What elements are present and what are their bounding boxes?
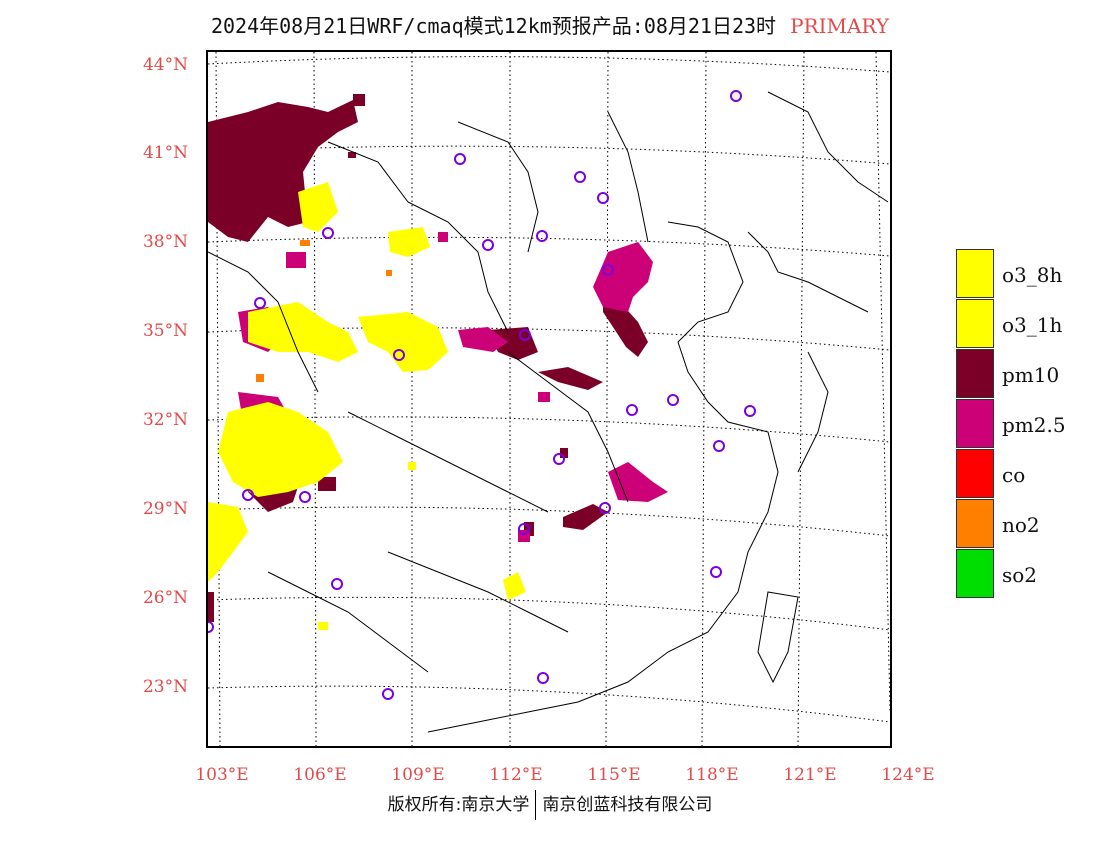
legend-swatch	[956, 249, 994, 298]
legend-label: o3_8h	[1002, 263, 1063, 287]
legend-swatch	[956, 299, 994, 348]
map-title: 2024年08月21日WRF/cmaq模式12km预报产品:08月21日23时 P…	[0, 10, 1100, 39]
pm25-areas	[238, 232, 668, 542]
map-frame	[206, 50, 892, 748]
legend-item-pm10: pm10	[956, 349, 1096, 399]
lon-label-118: 118°E	[685, 765, 739, 785]
lon-label-112: 112°E	[489, 765, 543, 785]
lat-label-35: 35°N	[142, 321, 188, 341]
copyright-footer: 版权所有:南京大学 南京创蓝科技有限公司	[0, 790, 1100, 820]
legend-swatch	[956, 349, 994, 398]
legend-item-no2: no2	[956, 499, 1096, 549]
legend-swatch	[956, 549, 994, 598]
lat-label-41: 41°N	[142, 143, 188, 163]
copyright-left: 版权所有:南京大学	[387, 795, 530, 815]
o3-areas	[208, 182, 526, 630]
pollution-map	[208, 52, 890, 746]
legend-item-so2: so2	[956, 549, 1096, 599]
footer-separator	[535, 790, 537, 820]
graticule	[208, 52, 890, 746]
lat-label-29: 29°N	[142, 499, 188, 519]
lon-label-124: 124°E	[881, 765, 935, 785]
primary-tag: PRIMARY	[790, 14, 890, 38]
legend-item-co: co	[956, 449, 1096, 499]
lat-label-26: 26°N	[142, 588, 188, 608]
lat-label-38: 38°N	[142, 232, 188, 252]
legend-label: no2	[1002, 513, 1040, 537]
copyright-right: 南京创蓝科技有限公司	[542, 795, 713, 815]
lat-label-44: 44°N	[142, 55, 188, 75]
legend: o3_8h o3_1h pm10 pm2.5 co no2 so2	[956, 249, 1096, 599]
legend-label: o3_1h	[1002, 313, 1063, 337]
lon-label-115: 115°E	[587, 765, 641, 785]
legend-swatch	[956, 449, 994, 498]
lon-label-103: 103°E	[195, 765, 249, 785]
legend-swatch	[956, 499, 994, 548]
lon-label-109: 109°E	[391, 765, 445, 785]
lat-label-32: 32°N	[142, 410, 188, 430]
legend-item-pm25: pm2.5	[956, 399, 1096, 449]
legend-item-o3-1h: o3_1h	[956, 299, 1096, 349]
legend-label: pm10	[1002, 363, 1060, 387]
lon-label-121: 121°E	[783, 765, 837, 785]
legend-label: co	[1002, 463, 1026, 487]
boundaries	[208, 91, 889, 733]
legend-label: pm2.5	[1002, 413, 1066, 437]
legend-label: so2	[1002, 563, 1038, 587]
no2-areas	[256, 240, 392, 382]
map-title-text: 2024年08月21日WRF/cmaq模式12km预报产品:08月21日23时	[210, 14, 777, 38]
legend-item-o3-8h: o3_8h	[956, 249, 1096, 299]
legend-swatch	[956, 399, 994, 448]
lat-label-23: 23°N	[142, 677, 188, 697]
city-markers	[208, 90, 756, 700]
lon-label-106: 106°E	[293, 765, 347, 785]
